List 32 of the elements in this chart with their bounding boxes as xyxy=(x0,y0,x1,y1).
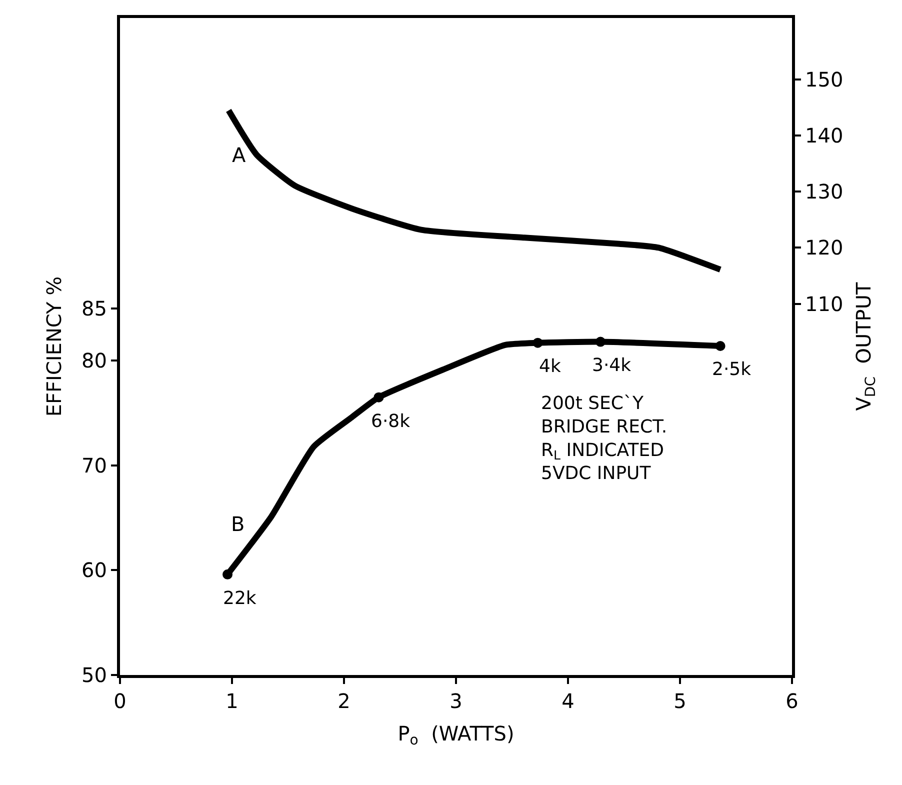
y-axis-title: EFFICIENCY % xyxy=(42,276,66,417)
y2-tick-label: 140 xyxy=(805,124,844,148)
y-tick-label: 80 xyxy=(82,348,107,373)
y-tick-label: 70 xyxy=(82,453,107,478)
annotation: 200t SEC`Y BRIDGE RECT. R$_{L}$ INDICATED 5VDC INPUT xyxy=(541,393,668,484)
x-tick-label: 6 xyxy=(786,689,798,713)
x-tick-label: 0 xyxy=(114,689,126,713)
x-tick-label: 1 xyxy=(226,689,238,713)
y2-tick-label: 150 xyxy=(805,68,844,92)
y2-tick-label: 120 xyxy=(805,236,844,260)
y2-tick-label: 130 xyxy=(805,180,844,204)
point xyxy=(595,336,606,347)
annotation: 2·5k xyxy=(712,359,752,380)
point xyxy=(715,340,726,351)
point xyxy=(374,392,384,402)
series-label: A xyxy=(232,143,246,167)
x-tick-label: 4 xyxy=(562,689,574,713)
y-tick-label: 60 xyxy=(82,558,107,582)
point xyxy=(532,338,543,348)
annotation: 4k xyxy=(539,356,562,377)
y-tick-label: 85 xyxy=(82,296,107,320)
x-axis-title: P$_{o}$ (WATTS) xyxy=(398,722,514,749)
series-label: B xyxy=(231,512,245,536)
annotation: 22k xyxy=(223,588,257,609)
x-tick-label: 3 xyxy=(450,689,462,713)
y-tick-label: 50 xyxy=(82,663,107,687)
y2-tick-label: 110 xyxy=(805,292,844,316)
annotation: 6·8k xyxy=(371,411,411,432)
x-tick-label: 5 xyxy=(674,689,686,713)
annotation: 3·4k xyxy=(592,355,632,376)
point xyxy=(222,569,233,580)
x-tick-label: 2 xyxy=(338,689,350,713)
